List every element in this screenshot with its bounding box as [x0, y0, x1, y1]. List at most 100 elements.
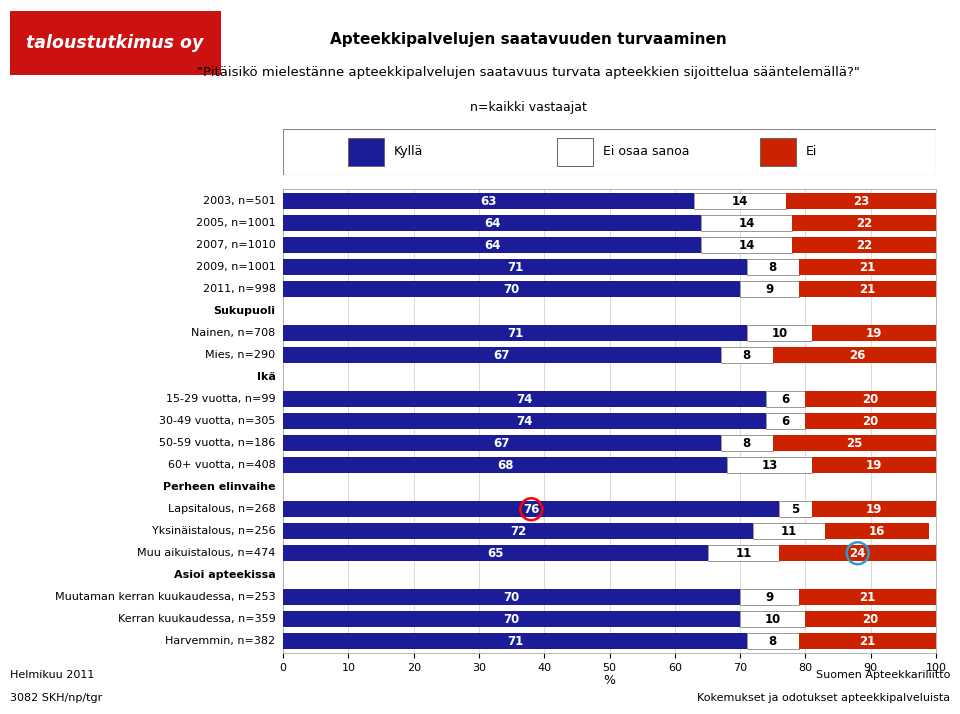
Text: 76: 76: [523, 503, 540, 516]
Text: 9: 9: [765, 590, 774, 604]
Text: 71: 71: [507, 635, 523, 648]
Bar: [283, 391, 766, 407]
Bar: [283, 347, 721, 363]
FancyBboxPatch shape: [10, 11, 221, 75]
Bar: [283, 611, 740, 627]
Bar: [283, 237, 701, 253]
Text: 11: 11: [781, 525, 797, 538]
Bar: [792, 237, 936, 253]
Text: 67: 67: [493, 437, 510, 450]
X-axis label: %: %: [604, 675, 615, 688]
Text: Mies, n=290: Mies, n=290: [205, 351, 276, 361]
Text: 24: 24: [850, 547, 866, 560]
Text: 8: 8: [743, 348, 751, 362]
Bar: [283, 281, 740, 297]
Text: Ei: Ei: [805, 145, 817, 159]
Bar: [747, 326, 812, 341]
Text: 64: 64: [484, 238, 500, 252]
Text: 68: 68: [497, 459, 514, 472]
Text: 20: 20: [863, 415, 878, 428]
Bar: [799, 589, 936, 605]
Text: 14: 14: [738, 217, 755, 230]
Text: 15-29 vuotta, n=99: 15-29 vuotta, n=99: [166, 394, 276, 404]
Bar: [780, 501, 812, 517]
Bar: [283, 326, 747, 341]
Text: 21: 21: [859, 635, 876, 648]
Text: 2007, n=1010: 2007, n=1010: [196, 241, 276, 251]
Text: Kyllä: Kyllä: [395, 145, 423, 159]
Text: 21: 21: [859, 261, 876, 273]
Text: 19: 19: [866, 327, 882, 340]
Bar: [283, 501, 780, 517]
Text: 2011, n=998: 2011, n=998: [203, 284, 276, 294]
Text: 74: 74: [516, 415, 533, 428]
Text: Lapsitalous, n=268: Lapsitalous, n=268: [168, 504, 276, 514]
Bar: [740, 589, 799, 605]
Text: 9: 9: [765, 283, 774, 296]
Text: 2009, n=1001: 2009, n=1001: [196, 262, 276, 272]
Text: 26: 26: [850, 348, 866, 362]
FancyBboxPatch shape: [759, 138, 796, 166]
Bar: [721, 436, 773, 451]
Text: 14: 14: [732, 195, 749, 208]
Bar: [740, 281, 799, 297]
Text: 74: 74: [516, 393, 533, 406]
Text: Ikä: Ikä: [256, 372, 276, 382]
Text: taloustutkimus oy: taloustutkimus oy: [27, 34, 204, 52]
Text: 19: 19: [866, 503, 882, 516]
Text: 5: 5: [792, 503, 800, 516]
Text: Nainen, n=708: Nainen, n=708: [191, 328, 276, 338]
Text: 70: 70: [504, 590, 519, 604]
FancyBboxPatch shape: [283, 129, 936, 175]
Text: Perheen elinvaihe: Perheen elinvaihe: [163, 482, 276, 492]
Bar: [283, 458, 727, 473]
Bar: [283, 216, 701, 231]
Text: 50-59 vuotta, n=186: 50-59 vuotta, n=186: [159, 438, 276, 448]
Bar: [805, 391, 936, 407]
Text: 16: 16: [869, 525, 885, 538]
Bar: [792, 216, 936, 231]
Text: 70: 70: [504, 613, 519, 625]
Text: 2003, n=501: 2003, n=501: [203, 196, 276, 206]
Text: 30-49 vuotta, n=305: 30-49 vuotta, n=305: [159, 416, 276, 426]
Text: 72: 72: [510, 525, 526, 538]
Text: Muu aikuistalous, n=474: Muu aikuistalous, n=474: [137, 548, 276, 558]
Bar: [799, 259, 936, 275]
Bar: [747, 633, 799, 649]
Text: 71: 71: [507, 327, 523, 340]
Text: Ei osaa sanoa: Ei osaa sanoa: [603, 145, 689, 159]
Bar: [805, 611, 936, 627]
Bar: [773, 347, 943, 363]
Bar: [812, 326, 936, 341]
Text: 64: 64: [484, 217, 500, 230]
Text: Helmikuu 2011: Helmikuu 2011: [10, 670, 94, 680]
Bar: [283, 589, 740, 605]
Text: 10: 10: [771, 327, 787, 340]
Bar: [786, 193, 936, 209]
Bar: [701, 216, 792, 231]
Bar: [747, 259, 799, 275]
Text: 22: 22: [856, 238, 873, 252]
Bar: [694, 193, 786, 209]
Bar: [766, 391, 805, 407]
Text: 8: 8: [769, 261, 777, 273]
Bar: [283, 259, 747, 275]
Bar: [721, 347, 773, 363]
Bar: [701, 237, 792, 253]
Bar: [754, 523, 825, 539]
Bar: [805, 413, 936, 429]
Bar: [283, 436, 721, 451]
FancyBboxPatch shape: [348, 138, 384, 166]
Text: Kerran kuukaudessa, n=359: Kerran kuukaudessa, n=359: [118, 614, 276, 624]
Text: Muutaman kerran kuukaudessa, n=253: Muutaman kerran kuukaudessa, n=253: [55, 592, 276, 602]
Text: n=kaikki vastaajat: n=kaikki vastaajat: [469, 101, 587, 114]
Text: 10: 10: [765, 613, 780, 625]
Text: 23: 23: [852, 195, 869, 208]
Bar: [812, 501, 936, 517]
Text: Apteekkipalvelujen saatavuuden turvaaminen: Apteekkipalvelujen saatavuuden turvaamin…: [329, 32, 727, 47]
Bar: [799, 633, 936, 649]
Text: 13: 13: [761, 459, 778, 472]
Text: Asioi apteekissa: Asioi apteekissa: [174, 570, 276, 580]
Bar: [283, 545, 708, 561]
Bar: [780, 545, 936, 561]
